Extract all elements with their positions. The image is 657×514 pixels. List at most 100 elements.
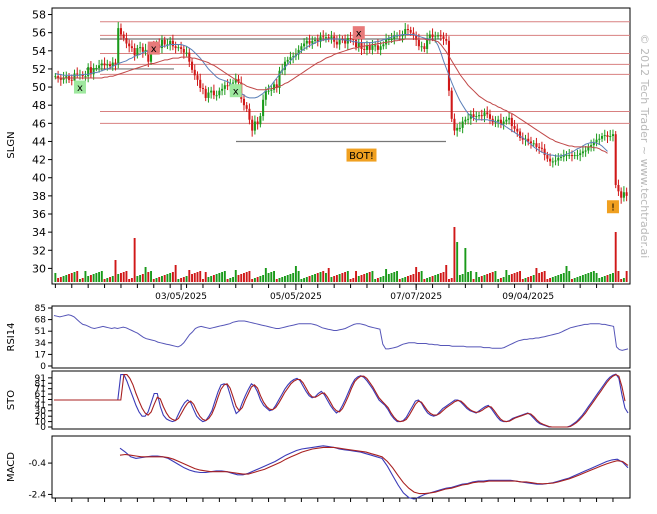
candle-body xyxy=(210,90,213,93)
candle-body xyxy=(163,39,166,45)
price-y-tick-label: 50 xyxy=(32,81,46,94)
candle-body xyxy=(379,46,382,50)
volume-bar xyxy=(486,274,489,282)
volume-bar xyxy=(521,279,524,282)
volume-bar xyxy=(464,248,467,282)
volume-bar xyxy=(598,278,601,282)
volume-bar xyxy=(141,274,144,282)
candle-body xyxy=(221,88,224,91)
signal-box xyxy=(606,200,619,214)
volume-bar xyxy=(516,272,519,282)
volume-bar xyxy=(278,278,281,282)
candle-body xyxy=(540,147,543,149)
candle-body xyxy=(54,76,57,78)
date-axis: 03/05/2025 05/05/2025 07/07/2025 09/04/2025 xyxy=(54,284,614,302)
volume-bar xyxy=(554,276,557,282)
volume-bar xyxy=(103,279,106,282)
candle-body xyxy=(182,48,185,53)
rsi-line xyxy=(53,314,629,351)
volume-bar xyxy=(130,278,133,282)
price-y-tick-label: 40 xyxy=(32,172,46,185)
candle-body xyxy=(136,48,139,56)
volume-bar xyxy=(212,275,215,282)
candle-body xyxy=(510,117,513,127)
candle-body xyxy=(357,42,360,48)
volume-bar xyxy=(469,271,472,282)
candle-body xyxy=(139,47,142,49)
price-y-tick-label: 34 xyxy=(32,226,46,239)
candle-body xyxy=(549,158,552,162)
volume-bar xyxy=(314,274,316,282)
volume-bar xyxy=(546,279,549,282)
candle-body xyxy=(264,90,267,100)
candle-body xyxy=(119,28,123,35)
candle-body xyxy=(450,90,453,119)
candle-body xyxy=(70,79,73,81)
rsi-y-tick-label: 68 xyxy=(35,316,47,326)
volume-bar xyxy=(136,276,139,282)
candle-body xyxy=(212,90,215,96)
candle-body xyxy=(201,87,205,89)
price-y-ticks: 30 32 34 36 38 40 42 44 46 48 50 52 54 56 58 xyxy=(32,9,52,275)
rsi-y-tick-label: 34 xyxy=(35,339,47,349)
volume-bar xyxy=(81,278,84,282)
candle-body xyxy=(406,29,410,31)
sto-y-tick-label: 71 xyxy=(35,385,46,395)
candle-body xyxy=(385,39,388,45)
volume-bar xyxy=(253,278,256,282)
candle-body xyxy=(611,134,615,137)
volume-bar xyxy=(316,273,319,282)
candle-body xyxy=(570,155,574,157)
candle-body xyxy=(587,146,590,151)
volume-bar xyxy=(180,278,183,282)
volume-bar xyxy=(169,273,172,282)
price-y-tick-label: 36 xyxy=(32,208,46,221)
volume-bar xyxy=(409,275,412,282)
volume-bar xyxy=(480,276,483,282)
candle-body xyxy=(600,136,604,139)
sto-panel-frame xyxy=(51,370,631,430)
volume-bar xyxy=(538,273,541,282)
candle-body xyxy=(480,115,483,117)
volume-bar xyxy=(412,274,415,282)
price-y-tick-label: 48 xyxy=(32,99,46,112)
rsi-axis-title: RSI14 xyxy=(6,323,17,352)
volume-bar xyxy=(106,278,109,282)
candle-body xyxy=(313,39,317,41)
price-y-tick-label: 42 xyxy=(32,154,46,167)
volume-bar xyxy=(237,275,240,282)
volume-bar xyxy=(363,274,366,282)
volume-bar xyxy=(182,277,185,282)
candle-body xyxy=(303,43,306,47)
volume-bar xyxy=(98,272,101,282)
volume-bar xyxy=(59,277,62,282)
candle-body xyxy=(185,52,188,54)
price-y-tick-label: 46 xyxy=(32,117,46,130)
candle-body xyxy=(603,135,606,137)
signal-label: x xyxy=(151,44,157,55)
candle-body xyxy=(477,115,481,117)
volume-bar xyxy=(204,272,207,282)
sto-axis-title: STO xyxy=(6,390,17,410)
volume-bar xyxy=(420,271,423,282)
macd-panel-frame xyxy=(51,435,631,499)
volume-bar xyxy=(617,271,620,282)
sto-y-tick-label: 81 xyxy=(35,379,46,389)
volume-bar xyxy=(325,273,327,282)
volume-bar xyxy=(587,273,590,282)
candle-body xyxy=(625,192,628,196)
candle-body xyxy=(581,151,584,154)
candle-body xyxy=(278,70,281,88)
price-axis-title: SLGN xyxy=(6,131,17,158)
volume-bar xyxy=(346,271,349,282)
candle-body xyxy=(204,88,207,98)
volume-bar xyxy=(286,275,289,282)
date-tick-label: 07/07/2025 xyxy=(390,292,442,302)
volume-bar xyxy=(76,271,79,282)
volume-bar xyxy=(390,273,393,282)
volume-bar xyxy=(461,274,464,282)
volume-bar xyxy=(581,275,584,282)
date-tick-label: 03/05/2025 xyxy=(155,292,207,302)
volume-bar xyxy=(57,278,60,282)
candle-body xyxy=(423,46,426,49)
